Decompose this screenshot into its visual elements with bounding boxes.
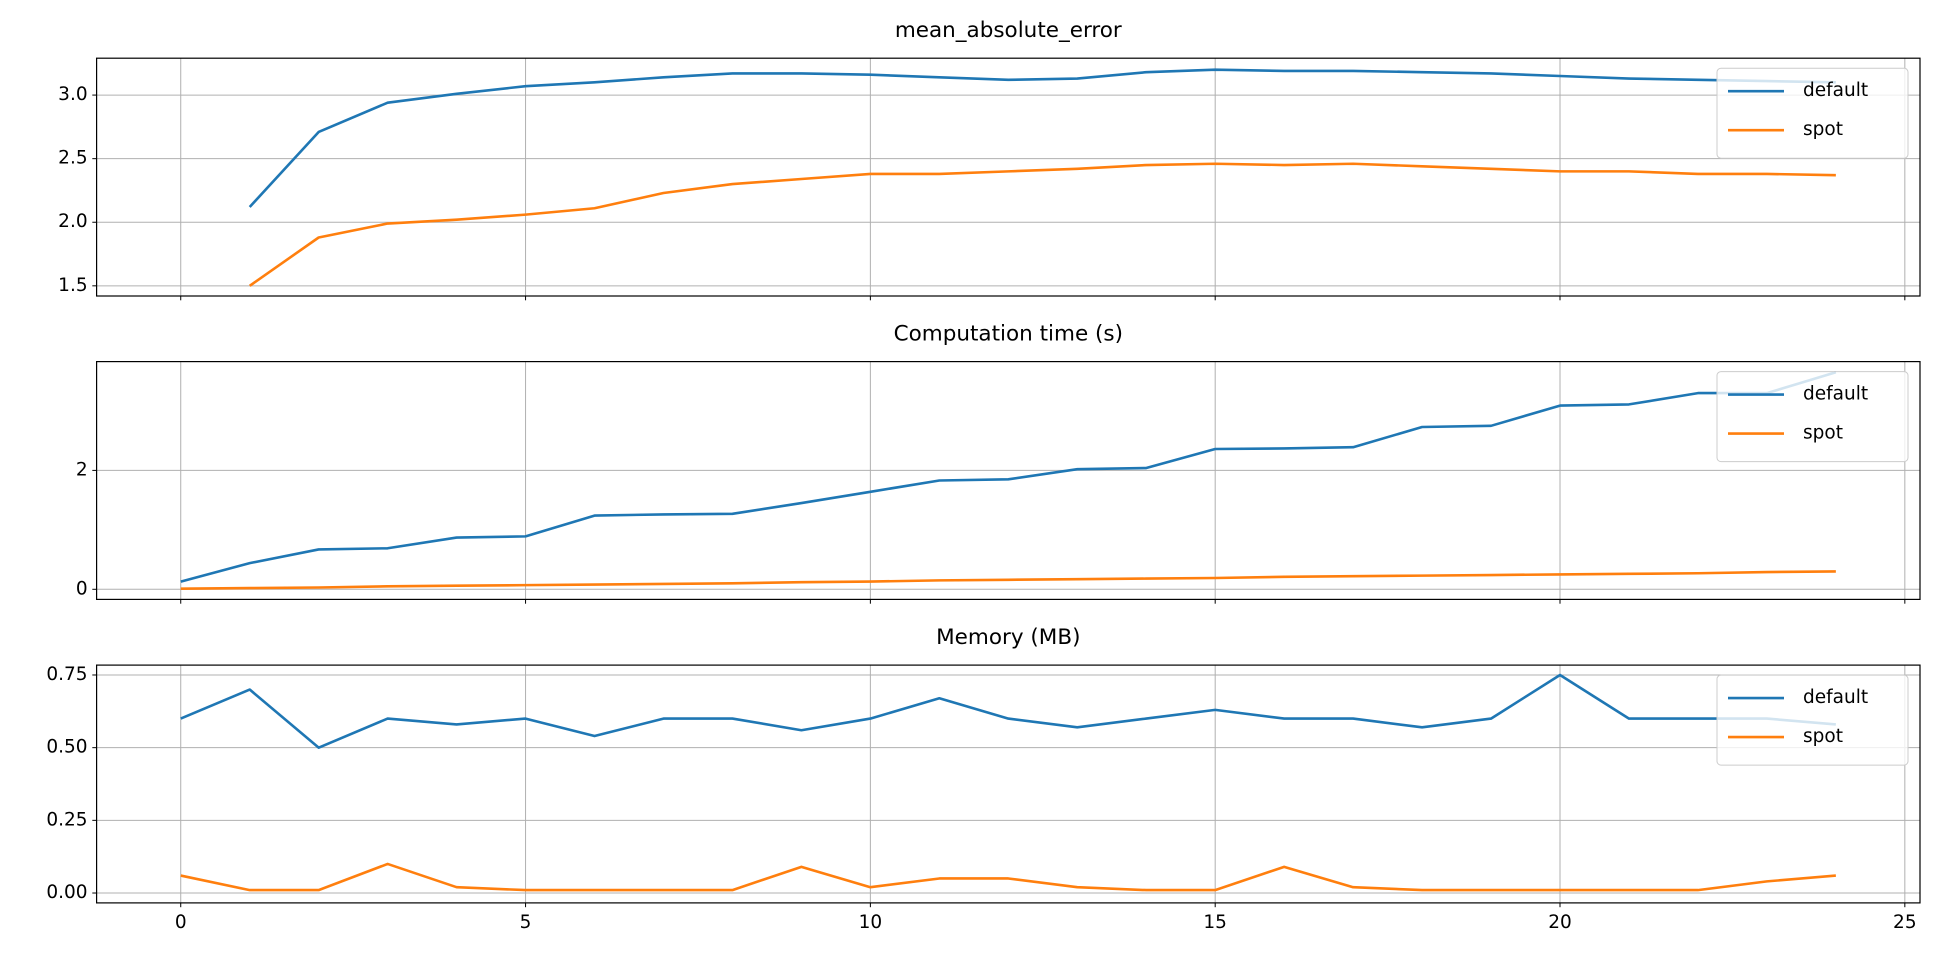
axes-frame <box>95 57 1921 297</box>
legend: default spot <box>1716 674 1909 766</box>
legend-label: spot <box>1803 423 1843 444</box>
legend: default spot <box>1716 67 1909 159</box>
y-tick-label: 1.5 <box>58 275 87 296</box>
subplot-title: Memory (MB) <box>936 625 1080 650</box>
series-line <box>180 673 1836 749</box>
series-line <box>248 162 1836 287</box>
subplot: mean_absolute_error 1.5 2.0 2.5 3.0 default sp… <box>58 18 1921 301</box>
axes-frame <box>95 664 1921 904</box>
y-tick-label: 0.75 <box>46 664 87 685</box>
legend-label: default <box>1803 687 1868 708</box>
subplot-title: Computation time (s) <box>894 322 1123 347</box>
y-tick-label: 0.25 <box>46 809 87 830</box>
y-tick-label: 3.0 <box>58 84 87 105</box>
legend: default spot <box>1716 371 1909 463</box>
legend-label: default <box>1803 80 1868 101</box>
legend-label: default <box>1803 384 1868 405</box>
y-tick-label: 2.5 <box>58 148 87 169</box>
x-tick-label: 0 <box>175 912 187 933</box>
series-line <box>180 371 1837 583</box>
x-tick-label: 10 <box>859 912 883 933</box>
axes-frame <box>95 361 1921 601</box>
x-tick-label: 20 <box>1548 912 1572 933</box>
x-tick-label: 25 <box>1893 912 1917 933</box>
y-tick-label: 2.0 <box>58 211 87 232</box>
series-line <box>248 68 1836 208</box>
x-tick-label: 5 <box>520 912 532 933</box>
y-tick-label: 0 <box>76 578 88 599</box>
y-tick-label: 0.00 <box>46 882 87 903</box>
y-tick-label: 2 <box>76 459 88 480</box>
y-tick-label: 0.50 <box>46 737 87 758</box>
x-tick-label: 15 <box>1203 912 1227 933</box>
series-line <box>180 570 1836 590</box>
legend-label: spot <box>1803 119 1843 140</box>
subplot-title: mean_absolute_error <box>895 18 1122 43</box>
legend-label: spot <box>1803 726 1843 747</box>
series-line <box>180 862 1836 892</box>
subplot: Memory (MB) 0 5 10 15 20 25 0.00 0.25 0.50 0.75 def… <box>46 625 1921 933</box>
subplot: Computation time (s) 0 2 default spot <box>76 322 1921 604</box>
